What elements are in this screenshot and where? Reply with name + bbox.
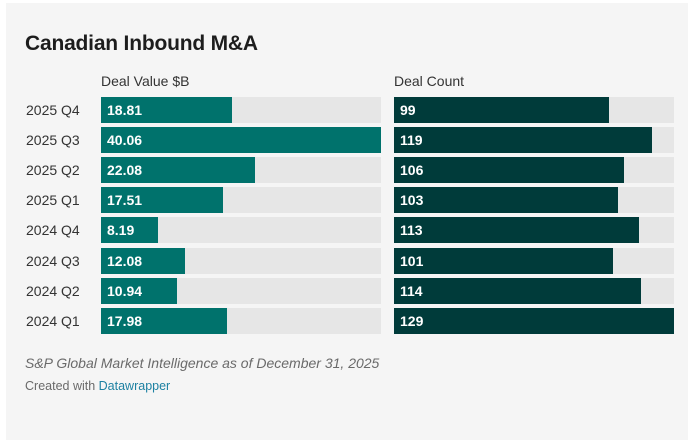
credit-note: Created with Datawrapper bbox=[25, 379, 170, 393]
deal-value-label: 17.51 bbox=[107, 192, 143, 208]
deal-count-label: 103 bbox=[400, 192, 424, 208]
deal-value-label: 12.08 bbox=[107, 253, 143, 269]
deal-count-bar bbox=[394, 127, 652, 153]
category-label: 2024 Q2 bbox=[26, 283, 80, 299]
deal-count-bar bbox=[394, 157, 624, 183]
deal-value-bar bbox=[101, 97, 232, 123]
deal-value-bar bbox=[101, 308, 227, 334]
bar-track: 114 bbox=[394, 278, 674, 304]
bar-track: 101 bbox=[394, 248, 674, 274]
category-label: 2025 Q3 bbox=[26, 132, 80, 148]
bar-track: 113 bbox=[394, 217, 674, 243]
deal-value-label: 18.81 bbox=[107, 102, 143, 118]
deal-count-bar bbox=[394, 308, 674, 334]
deal-value-bar bbox=[101, 187, 223, 213]
deal-count-label: 101 bbox=[400, 253, 424, 269]
deal-value-bar bbox=[101, 248, 185, 274]
deal-count-bar bbox=[394, 217, 639, 243]
deal-count-label: 114 bbox=[400, 283, 423, 299]
bar-track: 129 bbox=[394, 308, 674, 334]
chart-title: Canadian Inbound M&A bbox=[25, 32, 258, 55]
credit-prefix: Created with bbox=[25, 379, 99, 393]
deal-value-label: 17.98 bbox=[107, 313, 143, 329]
deal-count-header: Deal Count bbox=[394, 73, 465, 89]
category-label: 2024 Q3 bbox=[26, 253, 80, 269]
bar-track: 8.19 bbox=[101, 217, 381, 243]
category-label: 2024 Q4 bbox=[26, 222, 80, 238]
deal-value-bar bbox=[101, 127, 381, 153]
bar-track: 119 bbox=[394, 127, 674, 153]
deal-value-label: 40.06 bbox=[107, 132, 143, 148]
source-note: S&P Global Market Intelligence as of Dec… bbox=[25, 355, 380, 371]
deal-count-bar bbox=[394, 278, 641, 304]
deal-count-label: 99 bbox=[400, 102, 416, 118]
deal-value-bar bbox=[101, 157, 255, 183]
bar-track: 106 bbox=[394, 157, 674, 183]
deal-count-bar bbox=[394, 187, 618, 213]
deal-value-header: Deal Value $B bbox=[101, 73, 190, 89]
deal-value-label: 10.94 bbox=[107, 283, 143, 299]
deal-count-label: 119 bbox=[400, 132, 423, 148]
bar-track: 18.81 bbox=[101, 97, 381, 123]
bar-track: 22.08 bbox=[101, 157, 381, 183]
bar-track: 17.51 bbox=[101, 187, 381, 213]
datawrapper-link[interactable]: Datawrapper bbox=[98, 379, 171, 393]
category-label: 2025 Q2 bbox=[26, 162, 80, 178]
deal-value-label: 22.08 bbox=[107, 162, 143, 178]
bar-track: 40.06 bbox=[101, 127, 381, 153]
deal-count-bar bbox=[394, 248, 613, 274]
bar-track: 99 bbox=[394, 97, 674, 123]
bar-track: 17.98 bbox=[101, 308, 381, 334]
category-label: 2025 Q1 bbox=[26, 192, 80, 208]
deal-count-bar bbox=[394, 97, 609, 123]
deal-value-label: 8.19 bbox=[107, 222, 135, 238]
deal-count-label: 106 bbox=[400, 162, 424, 178]
bar-track: 10.94 bbox=[101, 278, 381, 304]
deal-count-label: 113 bbox=[400, 222, 423, 238]
category-label: 2024 Q1 bbox=[26, 313, 80, 329]
bar-track: 103 bbox=[394, 187, 674, 213]
bar-track: 12.08 bbox=[101, 248, 381, 274]
deal-value-bar bbox=[101, 278, 177, 304]
deal-count-label: 129 bbox=[400, 313, 424, 329]
category-label: 2025 Q4 bbox=[26, 102, 80, 118]
deal-value-bar bbox=[101, 217, 158, 243]
